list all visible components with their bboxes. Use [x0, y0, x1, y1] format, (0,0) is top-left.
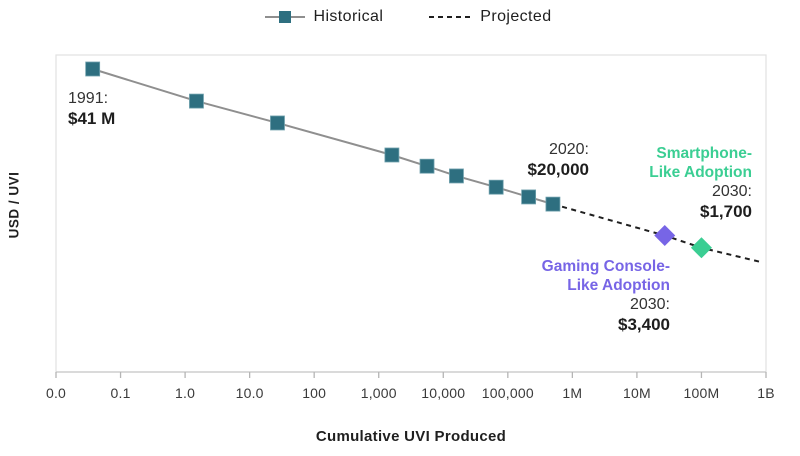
annotation-smartphone-title-line2: Like Adoption [649, 164, 752, 181]
x-tick-label: 0.1 [111, 385, 131, 401]
legend-item-projected: Projected [429, 8, 551, 26]
x-tick-label: 0.0 [46, 385, 66, 401]
legend-item-historical: Historical [264, 8, 384, 26]
annotation-smartphone-adoption: Smartphone- Like Adoption 2030: $1,700 [649, 144, 752, 222]
x-tick-label: 1M [562, 385, 582, 401]
annotation-gaming-title-line2: Like Adoption [567, 277, 670, 294]
projected-dashed-line-swatch [429, 16, 472, 18]
annotation-gaming-year: 2030: [629, 296, 670, 313]
annotation-gaming-value: $3,400 [618, 315, 670, 334]
annotation-1991-value: $41 M [68, 109, 116, 128]
historical-square-marker [419, 158, 435, 174]
annotation-1991: 1991: $41 M [68, 89, 115, 129]
historical-square-marker-swatch [278, 11, 291, 23]
historical-square-marker [545, 196, 561, 212]
x-tick-label: 10.0 [236, 385, 264, 401]
x-tick-label: 1.0 [175, 385, 195, 401]
historical-line [92, 68, 554, 206]
historical-square-marker [189, 93, 204, 109]
annotation-smartphone-year: 2030: [711, 183, 752, 200]
historical-square-marker [85, 61, 101, 77]
annotation-gaming-console-adoption: Gaming Console- Like Adoption 2030: $3,4… [542, 257, 670, 335]
historical-square-marker [384, 147, 400, 163]
annotation-2020: 2020: $20,000 [528, 140, 589, 180]
legend-label-historical: Historical [313, 8, 384, 25]
x-tick-label: 100,000 [482, 385, 534, 401]
x-tick-label: 100M [684, 385, 720, 401]
y-axis-title: USD / UVI [6, 171, 22, 239]
x-tick-label: 10M [623, 385, 651, 401]
annotation-2020-year: 2020: [548, 141, 589, 158]
x-tick-label: 1B [757, 385, 775, 401]
annotation-2020-value: $20,000 [527, 160, 589, 179]
smartphone-2030-diamond-marker [690, 237, 712, 259]
annotation-gaming-title-line1: Gaming Console- [541, 258, 670, 275]
x-tick-label: 100 [302, 385, 326, 401]
historical-square-marker [521, 189, 537, 205]
historical-square-marker [270, 115, 285, 131]
annotation-1991-year: 1991: [68, 90, 109, 107]
x-tick-label: 1,000 [361, 385, 397, 401]
gaming-console-2030-diamond-marker [654, 225, 676, 247]
annotation-smartphone-value: $1,700 [700, 202, 752, 221]
x-tick-label: 10,000 [421, 385, 465, 401]
historical-square-marker [449, 168, 464, 184]
projected-dashed-line [552, 203, 764, 264]
historical-square-marker [488, 179, 504, 195]
legend: Historical Projected [0, 8, 800, 26]
annotation-smartphone-title-line1: Smartphone- [656, 145, 752, 162]
historical-line-swatch [264, 11, 305, 23]
legend-label-projected: Projected [480, 8, 552, 25]
x-axis-title: Cumulative UVI Produced [315, 428, 507, 445]
